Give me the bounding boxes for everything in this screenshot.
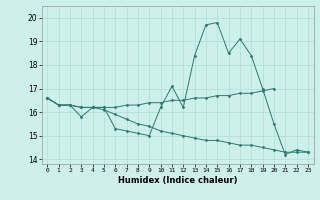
X-axis label: Humidex (Indice chaleur): Humidex (Indice chaleur) bbox=[118, 176, 237, 185]
